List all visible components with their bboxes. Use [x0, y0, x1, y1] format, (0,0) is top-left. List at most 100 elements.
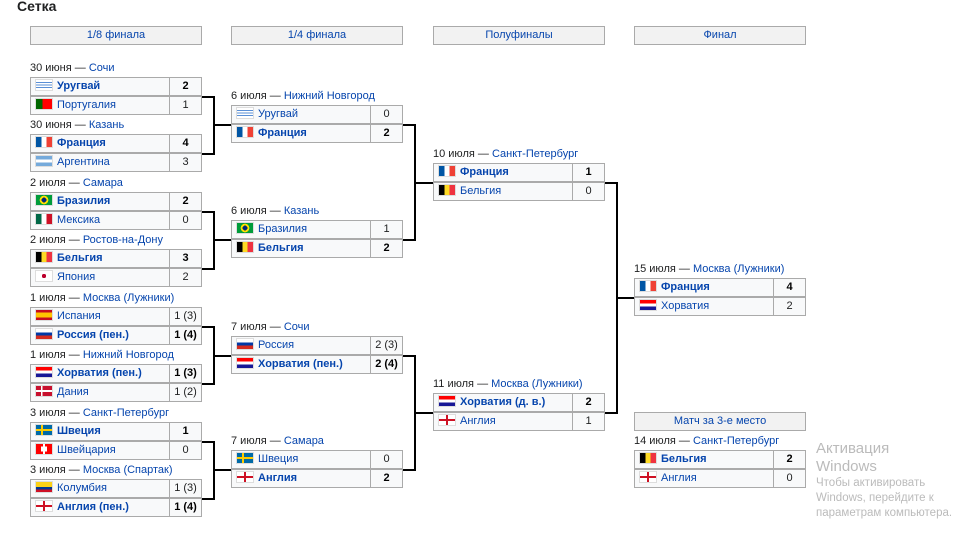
score-cell: 1 (3) — [169, 307, 202, 326]
date-text: 7 июля — [231, 321, 267, 333]
city-link[interactable]: Сочи — [283, 321, 310, 333]
date-text: 30 июня — [30, 62, 72, 74]
team-link[interactable]: Бразилия — [57, 195, 111, 207]
team-link[interactable]: Япония — [57, 271, 96, 283]
team-link[interactable]: Аргентина — [57, 156, 110, 168]
team-link[interactable]: Дания — [57, 386, 89, 398]
city-link[interactable]: Санкт-Петербург — [692, 435, 780, 447]
team-link[interactable]: Бельгия — [460, 185, 502, 197]
round-header[interactable]: Полуфиналы — [433, 26, 605, 45]
team-row: Бельгия 2 — [634, 450, 806, 469]
city-link[interactable]: Москва (Спартак) — [82, 464, 173, 476]
team-link[interactable]: Россия — [258, 339, 295, 351]
flag-hr-icon — [236, 357, 254, 369]
team-link[interactable]: Хорватия (пен.) — [258, 358, 343, 370]
score-cell: 2 (3) — [370, 336, 403, 355]
bracket-connector — [213, 124, 231, 126]
flag-mx-icon — [35, 213, 53, 225]
score-cell: 2 — [169, 77, 202, 96]
team-link[interactable]: Колумбия — [57, 482, 107, 494]
team-cell: Англия (пен.) — [30, 498, 170, 517]
team-link[interactable]: Франция — [460, 166, 509, 178]
score-cell: 3 — [169, 153, 202, 172]
team-row: Россия 2 (3) — [231, 336, 403, 355]
team-cell: Дания — [30, 383, 170, 402]
team-cell: Англия — [634, 469, 774, 488]
match-date: 15 июля — Москва (Лужники) — [634, 263, 784, 275]
city-link[interactable]: Казань — [88, 119, 125, 131]
team-link[interactable]: Португалия — [57, 99, 116, 111]
flag-hr-icon — [438, 395, 456, 407]
third-place-header[interactable]: Матч за 3-е место — [634, 412, 806, 431]
flag-pt-icon — [35, 98, 53, 110]
team-link[interactable]: Испания — [57, 310, 101, 322]
team-link[interactable]: Уругвай — [258, 108, 298, 120]
city-link[interactable]: Нижний Новгород — [283, 90, 375, 102]
flag-be-icon — [639, 452, 657, 464]
match-date: 7 июля — Самара — [231, 435, 324, 447]
team-row: Хорватия 2 — [634, 297, 806, 316]
city-link[interactable]: Самара — [82, 177, 123, 189]
team-link[interactable]: Хорватия (пен.) — [57, 367, 142, 379]
watermark-title: Активация Windows — [816, 440, 890, 475]
team-link[interactable]: Швеция — [57, 425, 101, 437]
round-header[interactable]: 1/8 финала — [30, 26, 202, 45]
match-date: 1 июля — Нижний Новгород — [30, 349, 174, 361]
city-link[interactable]: Сочи — [88, 62, 115, 74]
team-row: Франция 4 — [30, 134, 202, 153]
round-header[interactable]: Финал — [634, 26, 806, 45]
bracket-connector — [202, 498, 213, 500]
team-row: Мексика 0 — [30, 211, 202, 230]
city-link[interactable]: Ростов-на-Дону — [82, 234, 163, 246]
flag-en-icon — [438, 414, 456, 426]
team-row: Швеция 0 — [231, 450, 403, 469]
team-link[interactable]: Франция — [258, 127, 307, 139]
city-link[interactable]: Казань — [283, 205, 320, 217]
flag-uy-icon — [35, 79, 53, 91]
team-cell: Франция — [433, 163, 573, 182]
team-link[interactable]: Англия — [661, 472, 697, 484]
date-separator: — — [474, 148, 492, 160]
team-link[interactable]: Бельгия — [57, 252, 103, 264]
score-cell: 0 — [773, 469, 806, 488]
team-cell: Уругвай — [231, 105, 371, 124]
team-link[interactable]: Бельгия — [661, 453, 707, 465]
team-link[interactable]: Хорватия — [661, 300, 710, 312]
team-link[interactable]: Франция — [57, 137, 106, 149]
team-cell: Хорватия (д. в.) — [433, 393, 573, 412]
city-link[interactable]: Санкт-Петербург — [82, 407, 170, 419]
team-link[interactable]: Бразилия — [258, 223, 308, 235]
team-link[interactable]: Мексика — [57, 214, 101, 226]
city-link[interactable]: Санкт-Петербург — [491, 148, 579, 160]
bracket-connector — [414, 182, 433, 184]
flag-be-icon — [438, 184, 456, 196]
round-header[interactable]: 1/4 финала — [231, 26, 403, 45]
team-link[interactable]: Швейцария — [57, 444, 116, 456]
team-link[interactable]: Франция — [661, 281, 710, 293]
bracket-connector — [202, 441, 213, 443]
flag-en-icon — [35, 500, 53, 512]
city-link[interactable]: Москва (Лужники) — [491, 378, 583, 390]
team-link[interactable]: Россия (пен.) — [57, 329, 129, 341]
team-link[interactable]: Англия — [258, 472, 298, 484]
bracket-connector — [414, 412, 433, 414]
score-cell: 2 — [169, 192, 202, 211]
team-link[interactable]: Англия (пен.) — [57, 501, 129, 513]
team-link[interactable]: Англия — [460, 415, 496, 427]
city-link[interactable]: Самара — [283, 435, 324, 447]
date-text: 30 июня — [30, 119, 72, 131]
city-link[interactable]: Нижний Новгород — [82, 349, 174, 361]
team-cell: Колумбия — [30, 479, 170, 498]
city-link[interactable]: Москва (Лужники) — [82, 292, 175, 304]
team-link[interactable]: Уругвай — [57, 80, 101, 92]
date-text: 14 июля — [634, 435, 676, 447]
team-link[interactable]: Хорватия (д. в.) — [460, 396, 546, 408]
team-cell: Англия — [433, 412, 573, 431]
team-link[interactable]: Швеция — [258, 453, 299, 465]
team-row: Англия 0 — [634, 469, 806, 488]
flag-ru-icon — [236, 338, 254, 350]
team-row: Дания 1 (2) — [30, 383, 202, 402]
city-link[interactable]: Москва (Лужники) — [692, 263, 785, 275]
date-text: 2 июля — [30, 234, 66, 246]
team-link[interactable]: Бельгия — [258, 242, 304, 254]
